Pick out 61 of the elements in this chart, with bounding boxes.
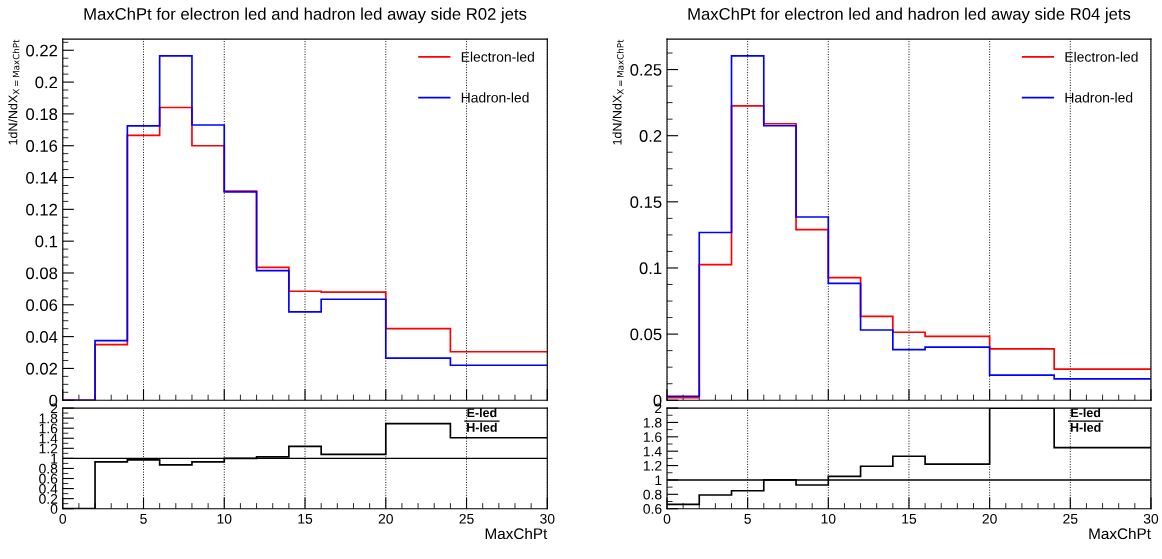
y-tick-label: 0.1 [639, 262, 662, 275]
y-tick-label: 0.25 [630, 63, 662, 76]
y-tick-label: 0.4 [39, 483, 58, 494]
y-tick-label: 0.08 [26, 267, 58, 280]
x-axis-title: MaxChPt [485, 527, 548, 540]
y-tick-label: 0.8 [643, 489, 662, 500]
y-tick-label: 0.05 [630, 328, 662, 341]
x-tick-label: 30 [1143, 513, 1159, 524]
y-tick-label: 0.12 [26, 203, 58, 216]
x-tick-label: 30 [540, 513, 555, 524]
x-tick-label: 0 [663, 513, 671, 524]
x-tick-label: 20 [378, 513, 393, 524]
x-tick-label: 15 [902, 514, 917, 524]
y-tick-label: 0 [50, 504, 58, 514]
y-tick-label: 1.6 [39, 423, 58, 434]
y-tick-label: 0.18 [26, 108, 58, 121]
y-axis-title: 1dN/NdX$_{X=MaxChPt}$ [612, 39, 624, 145]
chart-title: MaxChPt for electron led and hadron led away side R04 jets [688, 7, 1131, 24]
y-tick-label: 0.16 [26, 140, 58, 152]
x-tick-label: 25 [1063, 513, 1078, 524]
y-tick-label: 0.04 [26, 331, 58, 343]
chart-title: MaxChPt for electron led and hadron led away side R02 jets [84, 7, 527, 24]
y-tick-label: 0.2 [39, 493, 58, 504]
y-tick-label: 0.6 [643, 504, 662, 514]
y-tick-label: 1 [655, 475, 662, 485]
y-tick-label: 0.14 [26, 171, 58, 184]
x-tick-label: 0 [59, 513, 67, 524]
y-axis-title: 1dN/NdX$_{X=MaxChPt}$ [8, 39, 20, 145]
y-tick-label: 1.2 [39, 443, 58, 454]
y-tick-label: 0.15 [630, 196, 662, 209]
x-tick-label: 25 [459, 513, 474, 524]
x-tick-label: 10 [821, 513, 836, 524]
y-tick-label: 1.2 [643, 460, 662, 471]
x-tick-label: 5 [744, 514, 751, 524]
y-tick-label: 0.1 [35, 235, 58, 248]
y-tick-label: 0.2 [35, 76, 58, 89]
legend-label: Electron-led [461, 51, 534, 62]
x-tick-label: 15 [298, 514, 313, 524]
y-tick-label: 0.06 [26, 299, 58, 311]
x-tick-label: 20 [982, 513, 997, 524]
legend-label: Electron-led [1065, 51, 1138, 62]
annotation: E-led [1071, 407, 1101, 418]
annotation: H-led [467, 422, 497, 432]
y-tick-label: 0.22 [26, 44, 58, 57]
x-axis-title: MaxChPt [1089, 527, 1151, 540]
annotation: H-led [1070, 422, 1101, 432]
y-tick-label: 1.6 [643, 432, 662, 442]
legend-label: Hadron-led [461, 92, 529, 103]
y-tick-label: 0.02 [26, 362, 58, 375]
y-tick-label: 1.4 [643, 446, 662, 457]
x-tick-label: 10 [217, 513, 232, 524]
x-tick-label: 5 [140, 514, 147, 524]
y-tick-label: 1 [51, 453, 58, 464]
y-tick-label: 1.8 [643, 417, 662, 428]
y-tick-label: 1.4 [39, 433, 58, 444]
y-tick-label: 0.6 [39, 473, 58, 484]
annotation: E-led [467, 407, 497, 418]
y-tick-label: 0.8 [39, 463, 58, 474]
y-tick-label: 1.8 [39, 413, 58, 424]
legend-label: Hadron-led [1065, 92, 1133, 103]
y-tick-label: 0.2 [639, 130, 662, 142]
